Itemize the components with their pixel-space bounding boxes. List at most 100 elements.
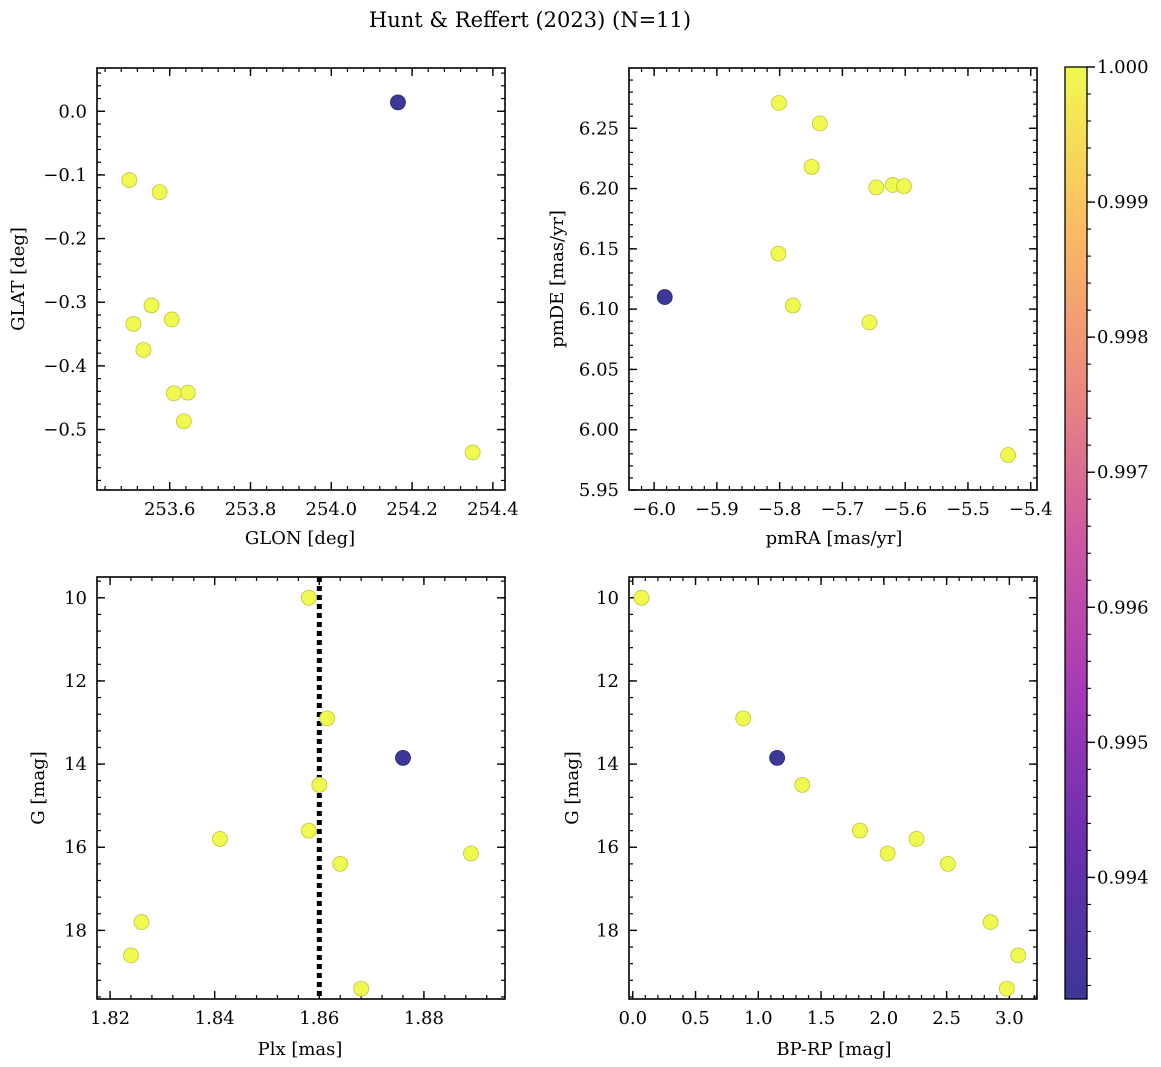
x-tick-label: 3.0 bbox=[995, 1008, 1024, 1029]
data-point bbox=[1010, 947, 1027, 964]
data-point bbox=[879, 845, 896, 862]
axes-frame bbox=[628, 67, 1038, 491]
y-axis-label: pmDE [mas/yr] bbox=[547, 210, 568, 348]
y-tick-label: 0.0 bbox=[58, 101, 87, 122]
data-point bbox=[179, 384, 196, 401]
x-tick-label: −5.6 bbox=[883, 499, 927, 520]
data-point bbox=[133, 914, 150, 930]
y-axis-label: GLAT [deg] bbox=[8, 227, 29, 331]
data-point bbox=[982, 914, 999, 930]
data-point bbox=[770, 245, 787, 262]
colorbar-tick-label: 0.998 bbox=[1097, 327, 1149, 348]
data-point bbox=[769, 749, 786, 766]
x-tick-label: −5.4 bbox=[1009, 499, 1053, 520]
panel-glon-glat: GLON [deg] GLAT [deg] 253.6 253.8 254.0 254… bbox=[8, 67, 519, 549]
colorbar-tick-label: 0.999 bbox=[1097, 192, 1149, 213]
y-tick-label: 6.25 bbox=[579, 118, 619, 139]
panel-plx-g: Plx [mas] G [mag] 1.82 1.84 1.86 1.88 10 12 14… bbox=[28, 576, 506, 1060]
axes-frame bbox=[96, 67, 506, 491]
y-axis-label: G [mag] bbox=[562, 751, 583, 824]
data-point bbox=[464, 444, 481, 461]
x-tick-label: 1.86 bbox=[299, 1008, 339, 1029]
y-tick-label: −0.1 bbox=[43, 165, 87, 186]
data-point bbox=[300, 589, 317, 606]
axes-frame bbox=[628, 576, 1038, 1000]
x-axis-label: Plx [mas] bbox=[258, 1039, 343, 1060]
data-point bbox=[908, 831, 925, 847]
colorbar-tick-label: 0.996 bbox=[1097, 597, 1149, 618]
y-axis-label: G [mag] bbox=[28, 751, 49, 824]
data-point bbox=[353, 980, 370, 997]
y-tick-label: −0.3 bbox=[43, 292, 87, 313]
data-point bbox=[656, 289, 673, 305]
x-axis-label: GLON [deg] bbox=[245, 528, 355, 549]
colorbar-tick-label: 0.997 bbox=[1097, 462, 1149, 483]
panel-pmra-pmde: pmRA [mas/yr] pmDE [mas/yr] −6.0 −5.9 −5.8… bbox=[547, 67, 1053, 549]
y-tick-label: 14 bbox=[596, 754, 619, 775]
x-tick-label: 1.0 bbox=[744, 1008, 773, 1029]
y-tick-label: 5.95 bbox=[579, 480, 619, 501]
x-tick-label: 1.82 bbox=[90, 1008, 130, 1029]
data-point bbox=[463, 845, 479, 862]
data-point bbox=[123, 947, 139, 964]
data-point bbox=[163, 311, 180, 328]
y-tick-label: −0.4 bbox=[43, 356, 87, 377]
x-tick-label: 0.5 bbox=[681, 1008, 710, 1029]
y-tick-label: 10 bbox=[596, 588, 619, 609]
colorbar-tick-label: 0.995 bbox=[1097, 732, 1149, 753]
x-tick-label: 254.0 bbox=[306, 499, 358, 520]
data-point bbox=[212, 831, 228, 847]
data-point bbox=[332, 855, 349, 872]
data-point bbox=[868, 179, 885, 196]
x-tick-label: 253.8 bbox=[225, 499, 277, 520]
y-tick-label: 6.10 bbox=[579, 299, 619, 320]
x-tick-label: 1.88 bbox=[404, 1008, 444, 1029]
data-point bbox=[395, 749, 411, 766]
x-tick-label: −5.8 bbox=[758, 499, 802, 520]
x-tick-label: −6.0 bbox=[632, 499, 676, 520]
data-point bbox=[125, 315, 142, 332]
y-tick-label: 18 bbox=[596, 920, 619, 941]
x-tick-label: 253.6 bbox=[144, 499, 196, 520]
data-point bbox=[896, 178, 912, 195]
y-tick-label: 14 bbox=[64, 754, 87, 775]
data-point bbox=[135, 342, 152, 358]
data-point bbox=[1000, 447, 1017, 463]
y-tick-label: 6.20 bbox=[579, 179, 619, 200]
x-tick-label: 0.0 bbox=[618, 1008, 647, 1029]
y-tick-label: −0.2 bbox=[43, 229, 87, 250]
y-tick-label: 12 bbox=[64, 671, 87, 692]
colorbar-tick-label: 1.000 bbox=[1097, 57, 1149, 78]
axes-frame bbox=[96, 576, 506, 1000]
x-tick-label: 254.4 bbox=[467, 499, 519, 520]
x-tick-label: −5.9 bbox=[695, 499, 739, 520]
colorbar-tick-label: 0.994 bbox=[1097, 867, 1149, 888]
figure-title: Hunt & Reffert (2023) (N=11) bbox=[369, 8, 691, 32]
x-tick-label: 2.5 bbox=[932, 1008, 961, 1029]
y-tick-label: 10 bbox=[64, 588, 87, 609]
y-tick-label: 12 bbox=[596, 671, 619, 692]
data-point bbox=[939, 855, 956, 872]
y-tick-label: 16 bbox=[596, 837, 619, 858]
y-tick-label: 6.15 bbox=[579, 239, 619, 260]
data-point bbox=[735, 710, 752, 727]
data-point bbox=[794, 776, 811, 793]
data-point bbox=[175, 413, 192, 430]
data-point bbox=[998, 980, 1015, 997]
y-tick-label: 16 bbox=[64, 837, 87, 858]
x-tick-label: 2.0 bbox=[870, 1008, 899, 1029]
x-tick-label: −5.5 bbox=[946, 499, 990, 520]
data-point bbox=[151, 184, 168, 201]
data-point bbox=[390, 94, 406, 111]
data-point bbox=[165, 385, 182, 402]
y-tick-label: 18 bbox=[64, 920, 87, 941]
x-tick-label: 1.84 bbox=[195, 1008, 235, 1029]
colorbar: 0.994 0.995 0.996 0.997 0.998 0.999 1.000 bbox=[1064, 57, 1149, 1000]
y-tick-label: 6.05 bbox=[579, 359, 619, 380]
data-point bbox=[852, 822, 868, 839]
x-tick-label: −5.7 bbox=[821, 499, 865, 520]
data-point bbox=[771, 95, 787, 111]
y-tick-label: 6.00 bbox=[579, 420, 619, 441]
data-point bbox=[633, 589, 650, 606]
